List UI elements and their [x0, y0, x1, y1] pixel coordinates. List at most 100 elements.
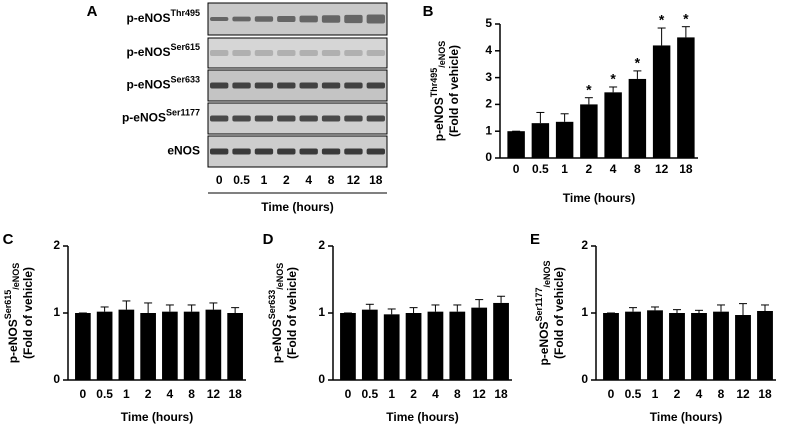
blot-lane-label: 0 [216, 173, 223, 187]
bar [580, 104, 598, 158]
blot-band [299, 15, 318, 23]
blot-band [366, 14, 385, 24]
y-tick-label: 5 [485, 16, 492, 30]
panel-label: B [423, 3, 434, 20]
blot-row-sup: Thr495 [170, 8, 200, 18]
bar [647, 310, 663, 380]
y-title-sub: /eNOS [542, 260, 552, 287]
blot-band [277, 148, 296, 155]
bar [361, 309, 378, 380]
x-tick-label: 0.5 [625, 387, 642, 401]
x-tick-label: 0.5 [96, 387, 113, 401]
bar [691, 313, 707, 380]
x-axis-title: Time (hours) [563, 191, 635, 205]
y-tick-label: 3 [485, 70, 492, 84]
bar [507, 131, 525, 158]
blot-row-base: p-eNOS [126, 11, 170, 25]
x-tick-label: 8 [188, 387, 195, 401]
blot-band [277, 82, 296, 89]
blot-band [344, 148, 363, 155]
bar [75, 313, 91, 380]
y-title-line1: p-eNOSThr495/eNOS [429, 41, 447, 142]
y-title-line1: p-eNOSSer633/eNOS [267, 263, 285, 364]
bar [118, 309, 135, 380]
x-tick-label: 4 [696, 387, 703, 401]
y-axis-title: p-eNOSSer615/eNOS (Fold of vehicle) [3, 263, 35, 364]
panel-label: A [87, 3, 98, 20]
blot-band [344, 14, 363, 24]
x-tick-label: 1 [388, 387, 395, 401]
blot-band [232, 50, 251, 56]
blot-band [344, 115, 363, 122]
blot-band [232, 148, 251, 155]
y-axis-title: p-eNOSSer1177/eNOS (Fold of vehicle) [534, 260, 566, 365]
y-title-sup: Thr495 [429, 68, 439, 98]
y-tick-label: 2 [581, 238, 588, 252]
blot-band [210, 115, 229, 122]
bar [162, 311, 178, 380]
blot-row-base: p-eNOS [126, 78, 170, 92]
blot-band [366, 148, 385, 155]
x-tick-label: 12 [736, 387, 750, 401]
panel-label: C [3, 231, 14, 248]
x-tick-label: 18 [758, 387, 772, 401]
x-tick-label: 4 [167, 387, 174, 401]
y-title-line2: (Fold of vehicle) [552, 267, 566, 359]
y-title-base: p-eNOS [432, 97, 446, 141]
y-axis-title: p-eNOSThr495/eNOS (Fold of vehicle) [429, 41, 461, 142]
blot-band [210, 82, 229, 89]
panel-label: D [263, 231, 274, 248]
x-tick-label: 12 [655, 162, 669, 176]
y-tick-label: 4 [485, 43, 492, 57]
y-title-sup: Ser1177 [534, 287, 544, 321]
bar [531, 123, 550, 158]
blot-band [254, 50, 274, 56]
blot-band [321, 115, 341, 122]
x-tick-label: 0.5 [532, 162, 549, 176]
blot-row-label: p-eNOSThr495 [126, 8, 200, 25]
y-tick-label: 1 [581, 305, 588, 319]
x-tick-label: 12 [473, 387, 487, 401]
blot-band [321, 50, 341, 56]
blot-row-sup: Ser615 [170, 42, 200, 52]
x-tick-label: 18 [679, 162, 693, 176]
blot-band [299, 50, 318, 56]
blot-band [210, 148, 229, 155]
y-title-sup: Ser615 [3, 290, 13, 320]
bar [625, 311, 641, 380]
blot-band [277, 15, 296, 23]
y-tick-label: 1 [53, 305, 60, 319]
bar [677, 37, 695, 158]
x-tick-label: 0 [80, 387, 87, 401]
blot-band [232, 82, 251, 89]
y-tick-label: 0 [485, 150, 492, 164]
y-title-base: p-eNOS [6, 319, 20, 363]
blot-band [254, 115, 274, 122]
x-axis-title: Time (hours) [386, 410, 458, 424]
bar [555, 121, 574, 158]
blot-band [210, 50, 229, 56]
bar [735, 315, 751, 380]
blot-lane-label: 0.5 [233, 173, 250, 187]
x-tick-label: 8 [634, 162, 641, 176]
blot-lane-label: 8 [328, 173, 335, 187]
significance-mark: * [659, 12, 665, 28]
bar [183, 311, 200, 380]
y-tick-label: 0 [53, 372, 60, 386]
bar [604, 92, 622, 158]
bar [405, 313, 422, 380]
blot-row-sup: Ser633 [170, 75, 200, 85]
blot-band [321, 82, 341, 89]
bar [227, 313, 243, 380]
blot-band [277, 50, 296, 56]
panel-label: E [530, 231, 540, 248]
bar [652, 45, 671, 158]
significance-mark: * [635, 55, 641, 71]
blot-lane-label: 2 [283, 173, 290, 187]
bar [713, 311, 729, 380]
blot-band [232, 115, 251, 122]
blot-band [254, 82, 274, 89]
y-title-line1: p-eNOSSer1177/eNOS [534, 260, 552, 365]
x-tick-label: 0 [513, 162, 520, 176]
